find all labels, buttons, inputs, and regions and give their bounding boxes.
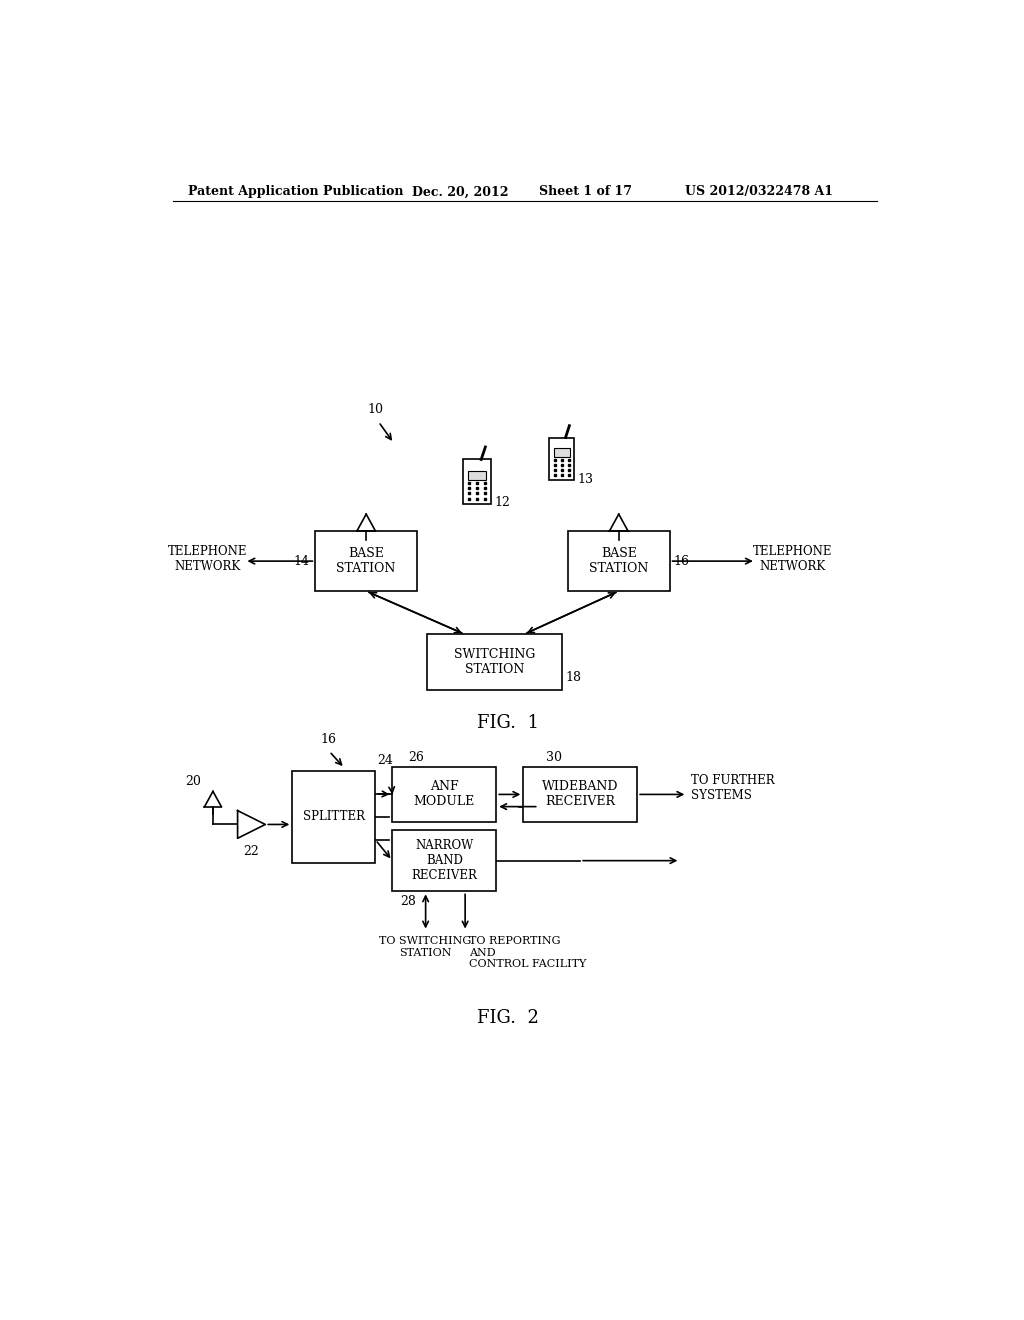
- Text: SWITCHING
STATION: SWITCHING STATION: [454, 648, 536, 676]
- Text: 28: 28: [400, 895, 416, 908]
- Text: Patent Application Publication: Patent Application Publication: [188, 185, 403, 198]
- Bar: [463, 459, 490, 504]
- Text: 13: 13: [578, 473, 593, 486]
- Bar: [468, 471, 486, 479]
- Bar: [392, 767, 497, 822]
- Bar: [292, 771, 376, 863]
- Text: FIG.  2: FIG. 2: [477, 1010, 539, 1027]
- Text: Dec. 20, 2012: Dec. 20, 2012: [412, 185, 508, 198]
- Bar: [315, 531, 417, 591]
- Text: 12: 12: [494, 496, 510, 508]
- Text: 18: 18: [565, 671, 582, 684]
- Bar: [427, 635, 562, 689]
- Text: 16: 16: [674, 554, 689, 568]
- Text: 20: 20: [185, 775, 202, 788]
- Text: SPLITTER: SPLITTER: [303, 810, 365, 824]
- Bar: [392, 830, 497, 891]
- Text: WIDEBAND
RECEIVER: WIDEBAND RECEIVER: [542, 780, 618, 808]
- Bar: [523, 767, 637, 822]
- Text: 16: 16: [321, 733, 337, 746]
- Text: 22: 22: [244, 845, 259, 858]
- Text: 26: 26: [408, 751, 424, 763]
- Text: TO FURTHER
SYSTEMS: TO FURTHER SYSTEMS: [691, 775, 775, 803]
- Bar: [549, 437, 574, 480]
- Text: 30: 30: [547, 751, 562, 763]
- Text: BASE
STATION: BASE STATION: [589, 546, 648, 576]
- Bar: [554, 447, 570, 457]
- Text: Sheet 1 of 17: Sheet 1 of 17: [539, 185, 632, 198]
- Text: TO SWITCHING
STATION: TO SWITCHING STATION: [380, 936, 472, 958]
- Text: NARROW
BAND
RECEIVER: NARROW BAND RECEIVER: [412, 840, 477, 882]
- Text: ANF
MODULE: ANF MODULE: [414, 780, 475, 808]
- Text: FIG.  1: FIG. 1: [477, 714, 539, 733]
- Bar: [568, 531, 670, 591]
- Text: BASE
STATION: BASE STATION: [337, 546, 396, 576]
- Text: 24: 24: [377, 754, 393, 767]
- Text: TELEPHONE
NETWORK: TELEPHONE NETWORK: [753, 545, 833, 573]
- Text: US 2012/0322478 A1: US 2012/0322478 A1: [685, 185, 833, 198]
- Text: TO REPORTING
AND
CONTROL FACILITY: TO REPORTING AND CONTROL FACILITY: [469, 936, 587, 969]
- Text: 10: 10: [368, 404, 384, 416]
- Polygon shape: [238, 810, 265, 838]
- Text: 14: 14: [293, 554, 309, 568]
- Text: TELEPHONE
NETWORK: TELEPHONE NETWORK: [168, 545, 248, 573]
